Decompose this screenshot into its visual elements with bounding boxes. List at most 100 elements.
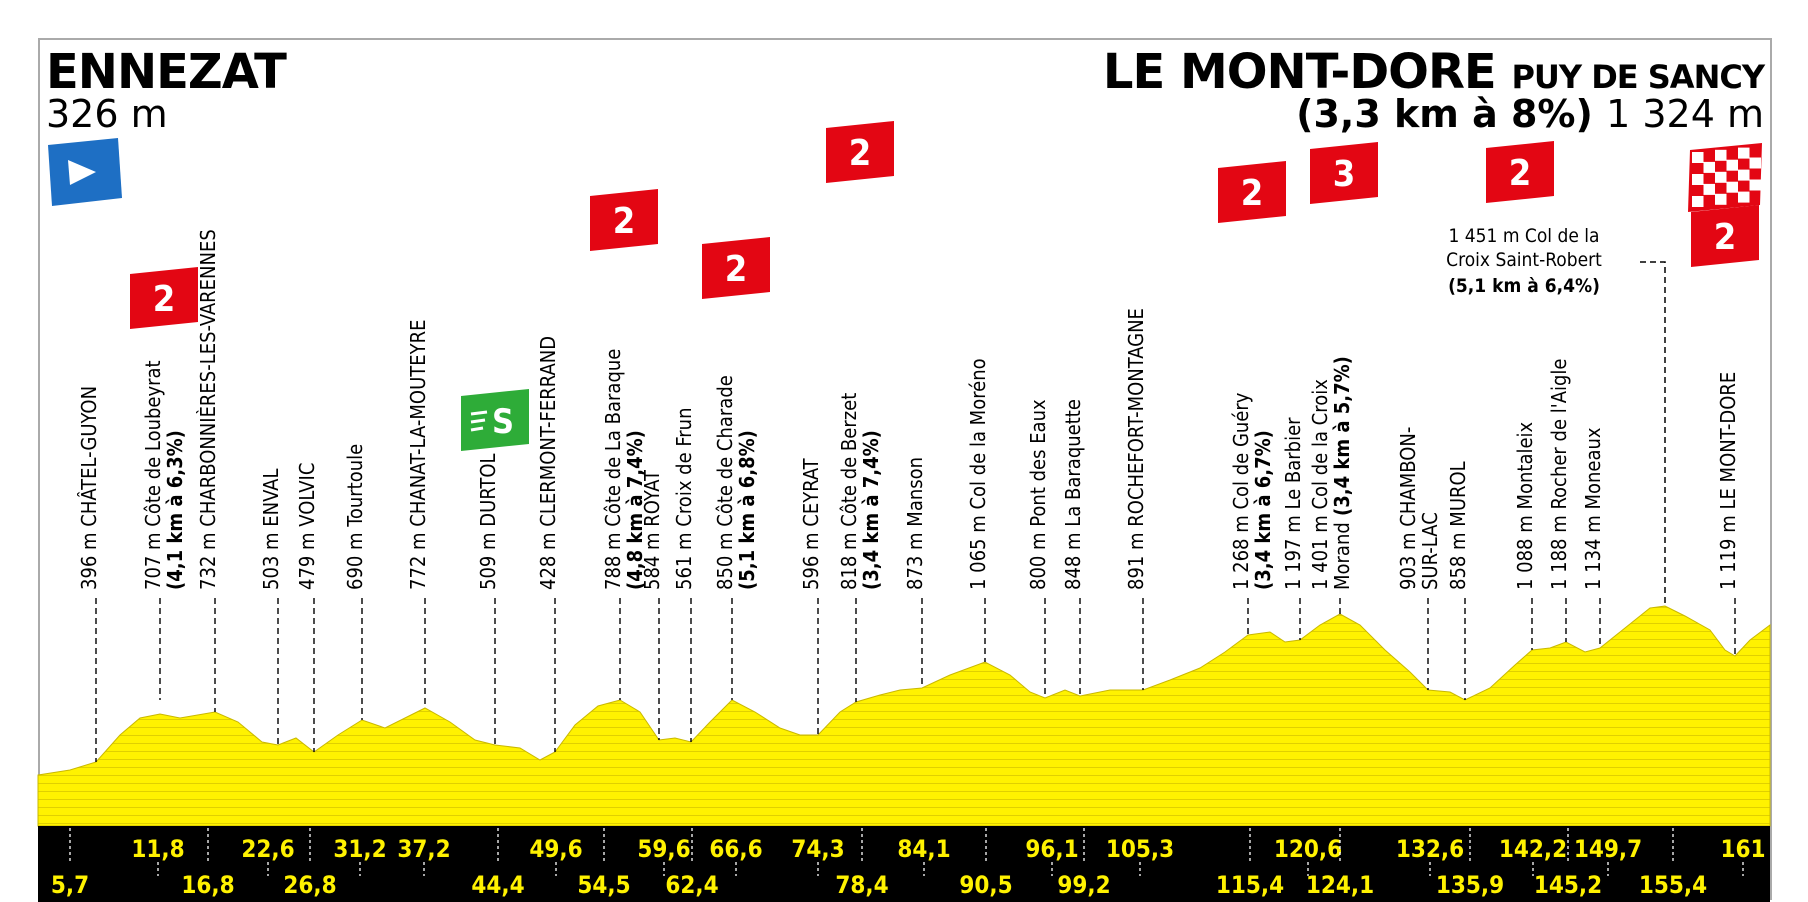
climb-flags: 2 S 2 2 2 2 3 2 2 bbox=[48, 121, 1762, 451]
km-marker-top: 74,3 bbox=[791, 835, 844, 863]
kom-flag-12: 2 bbox=[702, 237, 770, 299]
kom-flag-20: 2 bbox=[1218, 161, 1286, 223]
finish-title: LE MONT-DORE PUY DE SANCY bbox=[1102, 44, 1765, 100]
km-marker-bottom: 78,4 bbox=[835, 871, 888, 899]
km-marker-bottom: 135,9 bbox=[1436, 871, 1504, 899]
waypoint-name: 858 m MUROL bbox=[1446, 461, 1470, 590]
km-marker-bottom: 26,8 bbox=[283, 871, 336, 899]
waypoint-name: 903 m CHAMBON- bbox=[1396, 427, 1420, 590]
kom-flag-14: 2 bbox=[826, 121, 894, 183]
finish-climb: (3,3 km à 8%) bbox=[1296, 92, 1593, 136]
waypoint-label: 772 m CHANAT-LA-MOUTEYRE bbox=[406, 320, 430, 590]
km-marker-bottom: 54,5 bbox=[577, 871, 630, 899]
waypoint-name: 788 m Côte de La Baraque bbox=[601, 349, 625, 590]
waypoint-label: 690 m Tourtoule bbox=[343, 444, 367, 590]
km-marker-bottom: 155,4 bbox=[1639, 871, 1707, 899]
waypoint-label: 848 m La Baraquette bbox=[1061, 399, 1085, 590]
start-flag bbox=[48, 138, 122, 206]
waypoint-label: 858 m MUROL bbox=[1446, 461, 1470, 590]
kom-flag-saint-robert-label: 2 bbox=[1509, 153, 1532, 194]
waypoint-name-line2: Morand (3,4 km à 5,7%) bbox=[1330, 356, 1354, 590]
waypoint-label: 800 m Pont des Eaux bbox=[1026, 399, 1050, 590]
waypoint-label: 732 m CHARBONNIÈRES-LES-VARENNES bbox=[196, 229, 220, 590]
km-marker-bottom: 5,7 bbox=[51, 871, 89, 899]
waypoint-name: 1 268 m Col de Guéry bbox=[1229, 392, 1253, 590]
waypoint-name: 1 134 m Moneaux bbox=[1581, 427, 1605, 590]
km-marker-top: 49,6 bbox=[529, 835, 582, 863]
waypoint-label: 396 m CHÂTEL-GUYON bbox=[77, 386, 101, 590]
finish-subname: PUY DE SANCY bbox=[1511, 58, 1765, 96]
waypoint-label: 1 197 m Le Barbier bbox=[1281, 417, 1305, 590]
waypoint-name: 818 m Côte de Berzet bbox=[837, 393, 861, 590]
waypoint-name: 873 m Manson bbox=[903, 457, 927, 590]
waypoint-label: 891 m ROCHEFORT-MONTAGNE bbox=[1124, 308, 1148, 590]
waypoint-label: 818 m Côte de Berzet(3,4 km à 7,4%) bbox=[837, 393, 883, 590]
waypoint-name: 891 m ROCHEFORT-MONTAGNE bbox=[1124, 308, 1148, 590]
saint-robert-line2: Croix Saint-Robert bbox=[1446, 249, 1602, 271]
finish-altitude: 1 324 m bbox=[1606, 92, 1764, 136]
climb-stats: (4,8 km à 7,4%) bbox=[623, 430, 647, 590]
kom-flag-22-label: 3 bbox=[1333, 154, 1356, 195]
km-marker-bottom: 62,4 bbox=[665, 871, 718, 899]
waypoint-label: 584 m ROYAT bbox=[640, 469, 664, 590]
profile-area bbox=[37, 605, 1771, 827]
checker-pattern bbox=[1692, 147, 1761, 207]
waypoint-label: 1 268 m Col de Guéry(3,4 km à 6,7%) bbox=[1229, 392, 1275, 590]
climb-stats: (3,4 km à 6,7%) bbox=[1251, 430, 1275, 590]
saint-robert-climb: (5,1 km à 6,4%) bbox=[1448, 275, 1600, 297]
km-marker-top: 22,6 bbox=[241, 835, 294, 863]
kom-flag-1: 2 bbox=[130, 267, 198, 329]
waypoint-label: 873 m Manson bbox=[903, 457, 927, 590]
kom-flag-14-label: 2 bbox=[849, 133, 872, 174]
waypoint-label: 1 134 m Moneaux bbox=[1581, 427, 1605, 590]
waypoint-labels: 396 m CHÂTEL-GUYON 707 m Côte de Loubeyra… bbox=[77, 229, 1740, 590]
km-marker-top: 37,2 bbox=[397, 835, 450, 863]
km-marker-top: 149,7 bbox=[1574, 835, 1642, 863]
kom-flag-9-label: 2 bbox=[613, 201, 636, 242]
frame-border bbox=[38, 38, 1772, 900]
km-marker-bottom: 90,5 bbox=[959, 871, 1012, 899]
kom-flag-finish: 2 bbox=[1691, 205, 1759, 267]
waypoint-name: 561 m Croix de Frun bbox=[672, 408, 696, 591]
finish-town: LE MONT-DORE bbox=[1102, 44, 1497, 100]
kom-flag-9: 2 bbox=[590, 189, 658, 251]
waypoint-name: 732 m CHARBONNIÈRES-LES-VARENNES bbox=[196, 229, 220, 590]
kom-flag-saint-robert: 2 bbox=[1486, 141, 1554, 203]
waypoint-name: 1 401 m Col de la Croix bbox=[1308, 379, 1332, 590]
km-marker-top: 142,2 bbox=[1499, 835, 1567, 863]
waypoint-label: 509 m DURTOL bbox=[476, 453, 500, 590]
waypoint-label: 561 m Croix de Frun bbox=[672, 408, 696, 591]
saint-robert-line1: 1 451 m Col de la bbox=[1448, 225, 1599, 247]
km-marker-top: 59,6 bbox=[637, 835, 690, 863]
km-marker-bottom: 124,1 bbox=[1306, 871, 1374, 899]
km-marker-bottom: 99,2 bbox=[1057, 871, 1110, 899]
waypoint-label: 479 m VOLVIC bbox=[295, 463, 319, 590]
waypoint-label: 596 m CEYRAT bbox=[799, 457, 823, 590]
sprint-flag-label: S bbox=[492, 402, 514, 442]
waypoint-label: 503 m ENVAL bbox=[259, 469, 283, 590]
kom-flag-finish-label: 2 bbox=[1714, 217, 1737, 258]
waypoint-label: 1 088 m Montaleix bbox=[1513, 421, 1537, 590]
waypoint-name: 707 m Côte de Loubeyrat bbox=[141, 360, 165, 590]
kilometre-bar: 11,8 22,6 31,2 37,2 49,6 59,6 66,6 74,3 84,1 96,1… bbox=[38, 826, 1770, 902]
kom-flag-1-label: 2 bbox=[153, 279, 176, 320]
waypoint-label: 788 m Côte de La Baraque(4,8 km à 7,4%) bbox=[601, 349, 647, 590]
waypoint-label: 1 065 m Col de la Moréno bbox=[966, 358, 990, 590]
waypoint-name: 396 m CHÂTEL-GUYON bbox=[77, 386, 101, 590]
waypoint-name: 503 m ENVAL bbox=[259, 469, 283, 590]
waypoint-label: 1 188 m Rocher de l'Aigle bbox=[1547, 359, 1571, 591]
km-marker-top: 132,6 bbox=[1396, 835, 1464, 863]
km-marker-top: 105,3 bbox=[1106, 835, 1174, 863]
climb-stats: (5,1 km à 6,8%) bbox=[735, 430, 759, 590]
km-marker-top: 161 bbox=[1720, 835, 1765, 863]
km-marker-bottom: 44,4 bbox=[471, 871, 524, 899]
waypoint-name: 1 065 m Col de la Moréno bbox=[966, 358, 990, 590]
km-marker-top: 11,8 bbox=[131, 835, 184, 863]
km-marker-top: 66,6 bbox=[709, 835, 762, 863]
waypoint-name: 428 m CLERMONT-FERRAND bbox=[536, 336, 560, 590]
km-marker-bottom: 16,8 bbox=[181, 871, 234, 899]
waypoint-label: 1 119 m LE MONT-DORE bbox=[1716, 372, 1740, 590]
saint-robert-annotation: 1 451 m Col de la Croix Saint-Robert (5,… bbox=[1446, 225, 1666, 606]
